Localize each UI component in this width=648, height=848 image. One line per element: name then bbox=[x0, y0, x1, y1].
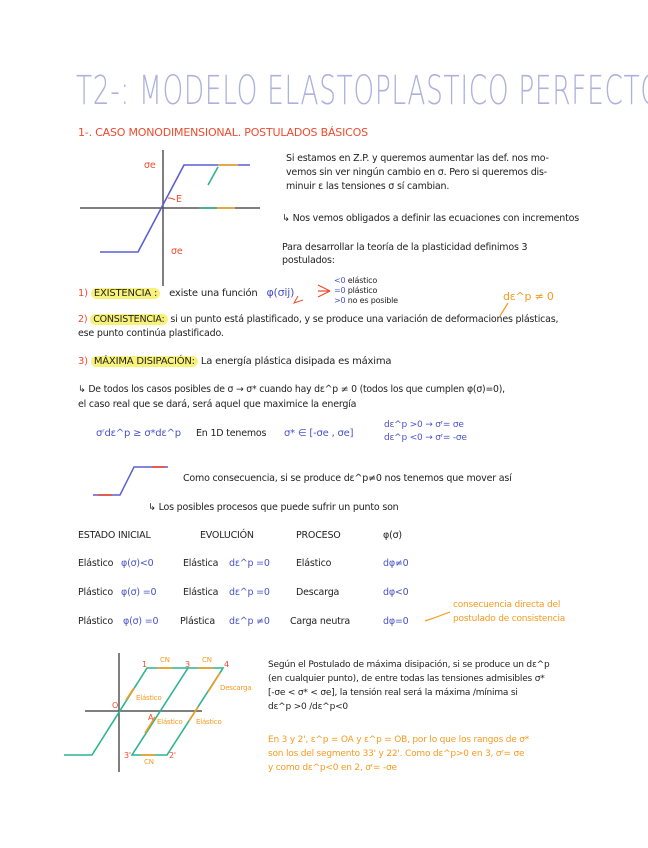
processes-intro: ↳ Los posibles procesos que puede sufrir… bbox=[148, 502, 399, 513]
text: <0 bbox=[334, 276, 346, 285]
text: 3) bbox=[78, 356, 88, 367]
table-header: φ(σ) bbox=[383, 530, 402, 541]
text: MÁXIMA DISIPACIÓN: bbox=[90, 356, 198, 367]
text: =0 bbox=[334, 286, 346, 295]
text: Plástico bbox=[78, 587, 113, 598]
bottom-text: [-σe < σ* < σe], la tensión real será la… bbox=[268, 688, 518, 698]
table-header: PROCESO bbox=[296, 530, 341, 541]
table-header: ESTADO INICIAL bbox=[78, 530, 151, 541]
formula-range: σ* ∈ [-σe , σe] bbox=[284, 428, 354, 439]
maxima-detail: el caso real que se dará, será aquel que… bbox=[78, 399, 357, 410]
text: φ(σ)<0 bbox=[121, 558, 154, 569]
consistencia-line2: ese punto continúa plastificado. bbox=[78, 328, 224, 339]
postulate-existencia: 1) EXISTENCIA : existe una función φ(σij… bbox=[78, 286, 294, 299]
text: EXISTENCIA : bbox=[90, 288, 161, 299]
text: elástico bbox=[347, 276, 378, 285]
point-label: 4 bbox=[224, 660, 229, 669]
descarga-label: Descarga bbox=[220, 684, 252, 692]
table-header: EVOLUCIÓN bbox=[200, 530, 254, 541]
postulados-intro: postulados: bbox=[282, 255, 335, 266]
elastico-label: Elástico bbox=[157, 718, 183, 726]
elastico-label: Elástico bbox=[136, 694, 162, 702]
point-label: 2' bbox=[169, 751, 176, 760]
cycle-diagram bbox=[64, 653, 225, 772]
sigma-e-bottom-label: σe bbox=[171, 246, 183, 257]
table-note: consecuencia directa del bbox=[453, 600, 561, 610]
text: dε^p ≠0 bbox=[229, 616, 270, 627]
cn-label: CN bbox=[144, 758, 154, 766]
point-label: 3' bbox=[124, 751, 131, 760]
bottom-orange-text: En 3 y 2', ε^p = OA y ε^p = OB, por lo q… bbox=[268, 735, 530, 745]
text: φ(σ) =0 bbox=[123, 616, 159, 627]
cn-label: CN bbox=[160, 656, 170, 664]
point-label: O bbox=[112, 701, 119, 710]
text: Carga neutra bbox=[290, 616, 351, 627]
section-heading: 1-. CASO MONODIMENSIONAL. POSTULADOS BÁS… bbox=[78, 126, 368, 139]
text: Elástica bbox=[183, 587, 219, 598]
postulate-maxima: 3) MÁXIMA DISIPACIÓN: La energía plástic… bbox=[78, 356, 392, 367]
point-label: 1 bbox=[142, 660, 147, 669]
text: Elástico bbox=[296, 558, 332, 569]
text: Elástico bbox=[78, 558, 114, 569]
text: no es posible bbox=[347, 296, 398, 305]
bottom-orange-text: y como dε^p<0 en 2, σʳ= -σe bbox=[268, 763, 397, 773]
formula-case: dε^p <0 → σʳ= -σe bbox=[384, 433, 467, 443]
intro-line: vemos sin ver ningún cambio en σ. Pero s… bbox=[286, 167, 547, 178]
modulus-label: E bbox=[176, 194, 182, 205]
postulados-intro: Para desarrollar la teoría de la plastic… bbox=[282, 242, 528, 253]
table-note: postulado de consistencia bbox=[453, 614, 566, 624]
stress-strain-diagram bbox=[80, 150, 260, 286]
text: Plástica bbox=[180, 616, 215, 627]
bottom-text: dε^p >0 /dε^p<0 bbox=[268, 702, 348, 712]
text: existe una función bbox=[169, 288, 258, 299]
text: >0 bbox=[334, 296, 346, 305]
text: Plástico bbox=[78, 616, 113, 627]
unload-arrow bbox=[207, 166, 219, 186]
text: dφ=0 bbox=[383, 616, 409, 627]
elastico-label: Elástico bbox=[196, 718, 222, 726]
case-row: >0 no es posible bbox=[334, 296, 398, 305]
move-diagram bbox=[93, 466, 168, 496]
text: dε^p =0 bbox=[229, 558, 270, 569]
increments-note: ↳ Nos vemos obligados a definir las ecua… bbox=[282, 213, 579, 224]
formula-text: En 1D tenemos bbox=[196, 428, 267, 439]
point-label: 3 bbox=[185, 660, 190, 669]
cn-label: CN bbox=[202, 656, 212, 664]
text: φ(σ) =0 bbox=[121, 587, 157, 598]
case-row: =0 plástico bbox=[334, 286, 377, 295]
text: 1) bbox=[78, 288, 88, 299]
text: dφ≠0 bbox=[383, 558, 409, 569]
postulate-consistencia: 2) CONSISTENCIA: si un punto está plasti… bbox=[78, 314, 559, 325]
bottom-text: (en cualquier punto), de entre todas las… bbox=[268, 674, 545, 684]
text: dφ<0 bbox=[383, 587, 409, 598]
maxima-detail: ↳ De todos los casos posibles de σ → σ* … bbox=[78, 384, 505, 395]
text: φ(σij) bbox=[266, 286, 295, 299]
text: CONSISTENCIA: bbox=[90, 314, 168, 325]
case-row: <0 elástico bbox=[334, 276, 377, 285]
elastoplastic-curve bbox=[100, 164, 250, 253]
text: plástico bbox=[347, 286, 378, 295]
text: La energía plástica disipada es máxima bbox=[200, 356, 392, 367]
sigma-e-top-label: σe bbox=[144, 160, 156, 171]
text: Descarga bbox=[296, 587, 340, 598]
consequence-text: Como consecuencia, si se produce dε^p≠0 … bbox=[183, 473, 512, 484]
intro-line: minuir ε las tensiones σ sí cambian. bbox=[286, 181, 450, 192]
formula-case: dε^p >0 → σʳ= σe bbox=[384, 420, 464, 430]
text: dε^p =0 bbox=[229, 587, 270, 598]
page-title: T2-: MODELO ELASTOPLASTICO PERFECTO bbox=[76, 68, 648, 114]
point-label: A bbox=[148, 713, 154, 722]
orange-annotation: dε^p ≠ 0 bbox=[503, 290, 554, 303]
text: si un punto está plastificado, y se prod… bbox=[170, 314, 559, 325]
text: Elástica bbox=[183, 558, 219, 569]
intro-line: Si estamos en Z.P. y queremos aumentar l… bbox=[286, 153, 549, 164]
text: 2) bbox=[78, 314, 88, 325]
bottom-orange-text: son los del segmento 33' y 22'. Como dε^… bbox=[268, 749, 525, 759]
bottom-text: Según el Postulado de máxima disipación,… bbox=[268, 660, 550, 670]
formula-ineq: σʳdε^p ≥ σ*dε^p bbox=[96, 428, 181, 439]
